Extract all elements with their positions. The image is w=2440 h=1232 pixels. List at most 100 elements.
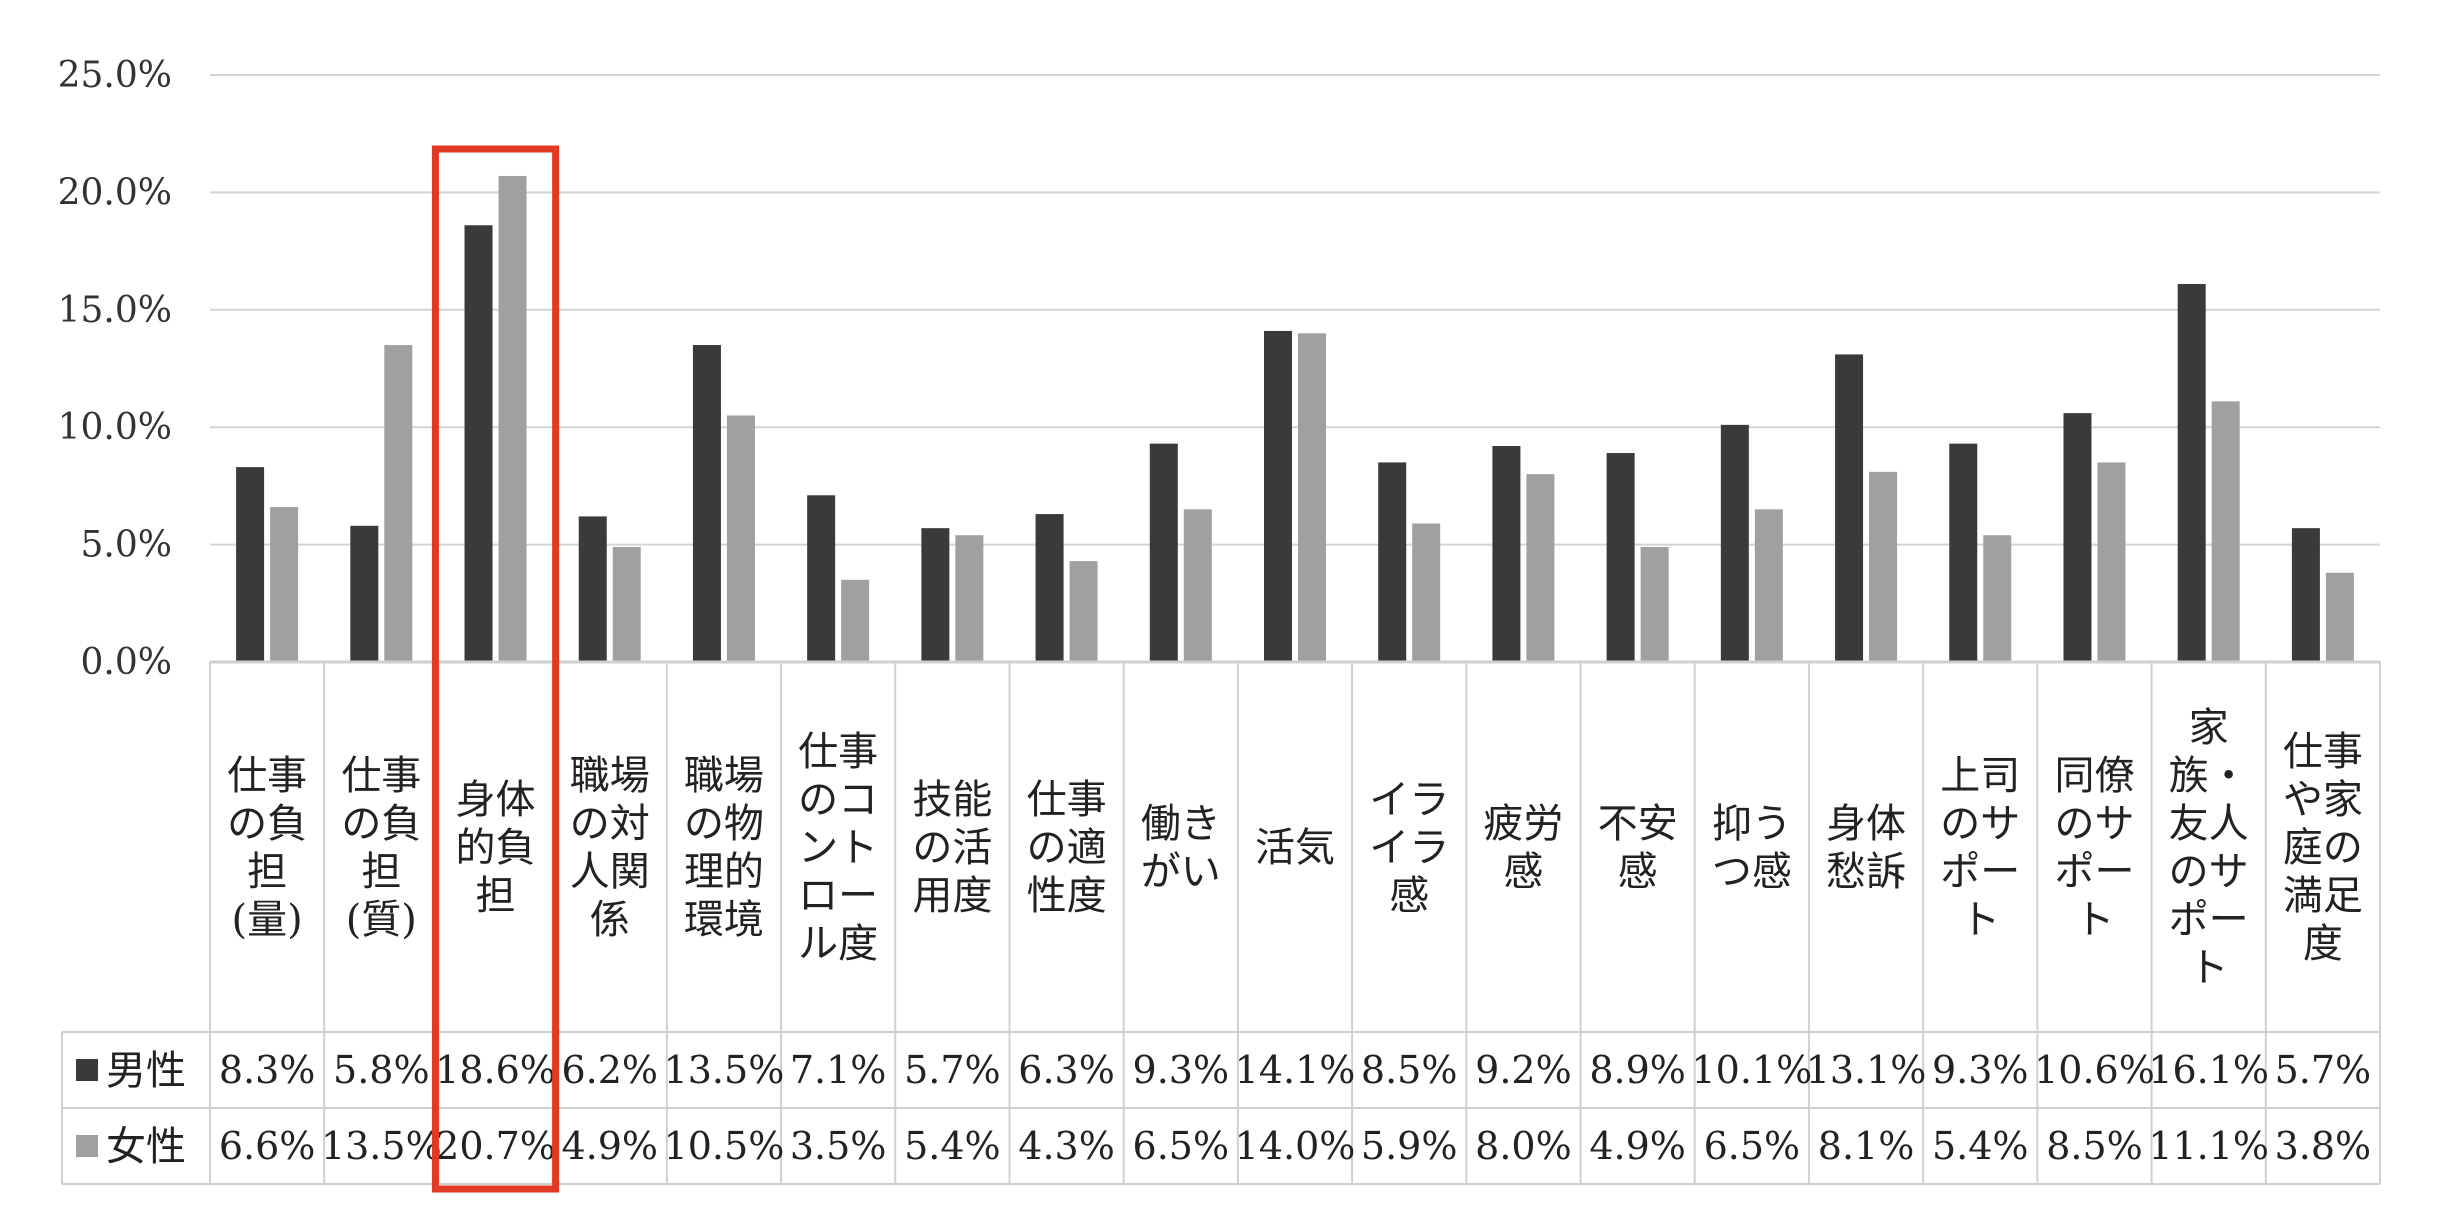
data-table-value: 8.5% xyxy=(2046,1124,2143,1168)
bar-female xyxy=(2325,572,2354,662)
bar-male xyxy=(464,225,493,662)
highlight-box xyxy=(431,145,560,1193)
bar-male xyxy=(1949,443,1978,662)
bar-female xyxy=(1983,535,2012,662)
legend-swatch-male xyxy=(76,1059,98,1081)
legend-swatch-female xyxy=(76,1135,98,1157)
category-label: 身体愁訴 xyxy=(1826,801,1906,895)
y-tick-label: 10.0% xyxy=(58,407,172,448)
bar-female xyxy=(1069,561,1098,662)
bar-female xyxy=(384,345,413,662)
data-table-value: 7.1% xyxy=(790,1048,887,1092)
data-table-value: 9.3% xyxy=(1133,1048,1230,1092)
legend-label-female: 女性 xyxy=(106,1124,186,1170)
data-table-value: 5.4% xyxy=(1932,1124,2029,1168)
category-label: 同僚のサポート xyxy=(2054,753,2134,943)
category-label: 技能の活用度 xyxy=(912,777,992,919)
data-table-value: 10.6% xyxy=(2034,1048,2155,1092)
category-label: 不安感 xyxy=(1598,801,1678,895)
data-table-value: 5.8% xyxy=(333,1048,430,1092)
data-table-value: 11.1% xyxy=(2148,1124,2269,1168)
y-tick-label: 25.0% xyxy=(58,55,172,96)
category-label: 仕事のコントロール度 xyxy=(798,729,878,967)
bar-male xyxy=(2291,528,2320,662)
bar-female xyxy=(1183,509,1212,662)
bar-female xyxy=(726,415,755,662)
bar-male xyxy=(1149,443,1178,662)
data-table-value: 10.5% xyxy=(664,1124,785,1168)
category-label: 抑うつ感 xyxy=(1712,801,1792,895)
data-table-value: 8.5% xyxy=(1361,1048,1458,1092)
bar-female xyxy=(1869,471,1898,662)
data-table-value: 3.5% xyxy=(790,1124,887,1168)
category-label: 身体的負担 xyxy=(456,777,536,919)
data-table-value: 4.3% xyxy=(1018,1124,1115,1168)
bar-male xyxy=(578,516,607,662)
data-table-value: 6.6% xyxy=(219,1124,316,1168)
data-table-value: 10.1% xyxy=(1691,1048,1812,1092)
bar-male xyxy=(1720,424,1749,662)
category-label: 仕事の適性度 xyxy=(1027,777,1107,919)
data-table-value: 5.9% xyxy=(1361,1124,1458,1168)
category-label: 活気 xyxy=(1255,825,1335,871)
y-tick-label: 5.0% xyxy=(81,525,172,566)
data-table-value: 8.0% xyxy=(1475,1124,1572,1168)
data-table-value: 18.6% xyxy=(435,1048,556,1092)
bar-male xyxy=(692,345,721,662)
bar-male xyxy=(921,528,950,662)
bar-female xyxy=(841,579,870,662)
data-table-value: 4.9% xyxy=(561,1124,658,1168)
data-table-value: 5.7% xyxy=(904,1048,1001,1092)
category-label: 職場の物理的環境 xyxy=(684,753,764,943)
bar-male xyxy=(1378,462,1407,662)
bar-male xyxy=(2063,413,2092,662)
data-table-value: 4.9% xyxy=(1589,1124,1686,1168)
category-label: 仕事や家庭の満足度 xyxy=(2283,729,2363,967)
category-label: イライラ感 xyxy=(1369,777,1449,919)
bar-male xyxy=(350,525,379,662)
y-tick-label: 15.0% xyxy=(58,290,172,331)
data-table-value: 6.5% xyxy=(1133,1124,1230,1168)
bar-female xyxy=(955,535,984,662)
category-label: 疲労感 xyxy=(1483,801,1563,895)
bar-female xyxy=(1754,509,1783,662)
data-table-value: 6.5% xyxy=(1704,1124,1801,1168)
data-table-value: 8.3% xyxy=(219,1048,316,1092)
bar-male xyxy=(807,495,836,662)
data-table-value: 6.3% xyxy=(1018,1048,1115,1092)
bar-female xyxy=(1640,546,1669,662)
data-table-value: 6.2% xyxy=(561,1048,658,1092)
category-label: 働きがい xyxy=(1141,801,1221,895)
bar-male xyxy=(1035,514,1064,662)
category-label: 仕事の負担(質) xyxy=(341,753,421,943)
category-label: 家族・友人のサポート xyxy=(2169,705,2249,991)
bar-male xyxy=(1492,445,1521,662)
data-table-value: 5.4% xyxy=(904,1124,1001,1168)
bar-male xyxy=(1835,354,1864,662)
bar-female xyxy=(1526,474,1555,662)
category-label: 上司のサポート xyxy=(1940,753,2020,943)
bar-female xyxy=(1298,333,1326,662)
bar-male xyxy=(1606,453,1635,662)
data-table-value: 5.7% xyxy=(2275,1048,2372,1092)
data-table-value: 8.9% xyxy=(1589,1048,1686,1092)
data-table-value: 13.5% xyxy=(321,1124,442,1168)
bar-female xyxy=(2097,462,2126,662)
bar-female xyxy=(270,507,299,662)
y-tick-label: 0.0% xyxy=(81,642,172,683)
bar-male xyxy=(236,467,265,662)
bar-female xyxy=(2211,401,2240,662)
data-table-value: 14.0% xyxy=(1235,1124,1356,1168)
data-table-value: 3.8% xyxy=(2275,1124,2372,1168)
category-label: 職場の対人関係 xyxy=(570,753,650,943)
data-table-value: 8.1% xyxy=(1818,1124,1915,1168)
bar-male xyxy=(1264,330,1292,662)
y-tick-label: 20.0% xyxy=(58,172,172,213)
data-table-value: 20.7% xyxy=(435,1124,556,1168)
data-table-value: 13.5% xyxy=(664,1048,785,1092)
legend-label-male: 男性 xyxy=(106,1048,186,1094)
category-label: 仕事の負担(量) xyxy=(227,753,307,943)
data-table-value: 14.1% xyxy=(1235,1048,1356,1092)
